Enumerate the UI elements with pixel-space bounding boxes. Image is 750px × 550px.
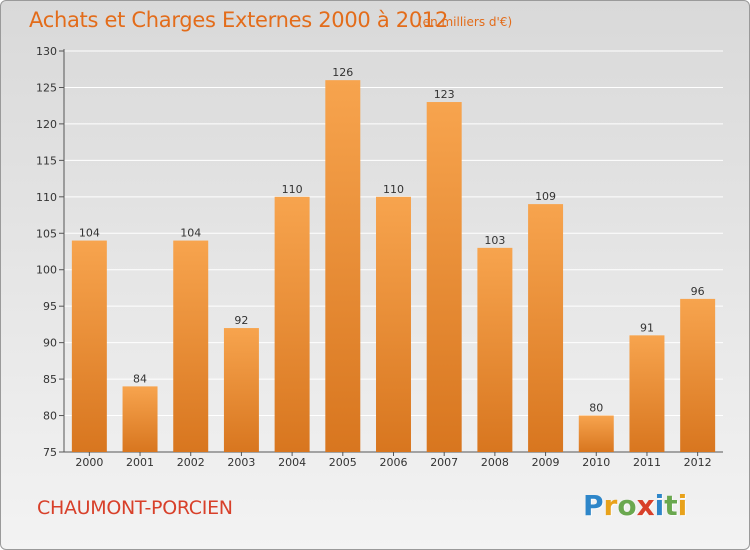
bar-value-label: 104: [79, 227, 100, 240]
chart-subtitle: (en milliers d'€): [418, 15, 513, 29]
bar: [325, 80, 361, 452]
x-tick-label: 2003: [227, 456, 255, 469]
bar: [680, 298, 716, 452]
proxiti-logo: Proxiti: [583, 489, 688, 522]
x-tick-label: 2005: [329, 456, 357, 469]
y-tick-label: 110: [36, 191, 57, 204]
x-tick-label: 2012: [684, 456, 712, 469]
bar-value-label: 91: [640, 321, 654, 334]
y-tick-label: 100: [36, 264, 57, 277]
bar-value-label: 110: [282, 183, 303, 196]
y-tick-label: 95: [43, 300, 57, 313]
bar: [223, 328, 259, 452]
bar-value-label: 96: [691, 285, 705, 298]
bar-value-label: 103: [484, 234, 505, 247]
x-tick-label: 2000: [75, 456, 103, 469]
y-tick-label: 90: [43, 337, 57, 350]
y-tick-label: 85: [43, 373, 57, 386]
x-tick-label: 2010: [582, 456, 610, 469]
location-name: CHAUMONT-PORCIEN: [37, 497, 233, 519]
bar-value-label: 110: [383, 183, 404, 196]
bar: [426, 102, 462, 452]
y-tick-label: 120: [36, 118, 57, 131]
bar: [528, 204, 564, 452]
bar-value-label: 109: [535, 190, 556, 203]
x-tick-label: 2004: [278, 456, 306, 469]
bar-value-label: 84: [133, 372, 147, 385]
bar-value-label: 104: [180, 227, 201, 240]
bar: [376, 196, 411, 452]
chart-title: Achats et Charges Externes 2000 à 2012: [29, 8, 449, 32]
y-tick-label: 115: [36, 154, 57, 167]
x-tick-label: 2002: [177, 456, 205, 469]
y-tick-label: 105: [36, 227, 57, 240]
x-tick-label: 2009: [532, 456, 560, 469]
x-tick-label: 2006: [380, 456, 408, 469]
bar-value-label: 80: [589, 402, 603, 415]
bar-value-label: 126: [332, 66, 353, 79]
x-tick-label: 2007: [430, 456, 458, 469]
y-tick-label: 130: [36, 45, 57, 58]
bar: [274, 196, 310, 452]
bar: [173, 240, 209, 452]
x-tick-label: 2001: [126, 456, 154, 469]
bar-value-label: 92: [234, 314, 248, 327]
x-tick-label: 2008: [481, 456, 509, 469]
y-tick-label: 75: [43, 446, 57, 459]
bar: [578, 415, 614, 452]
y-tick-label: 80: [43, 410, 57, 423]
bar: [71, 240, 107, 452]
bar: [122, 386, 158, 452]
bar: [477, 247, 513, 452]
bar-value-label: 123: [434, 88, 455, 101]
bar: [629, 335, 665, 452]
y-tick-label: 125: [36, 81, 57, 94]
x-tick-label: 2011: [633, 456, 661, 469]
